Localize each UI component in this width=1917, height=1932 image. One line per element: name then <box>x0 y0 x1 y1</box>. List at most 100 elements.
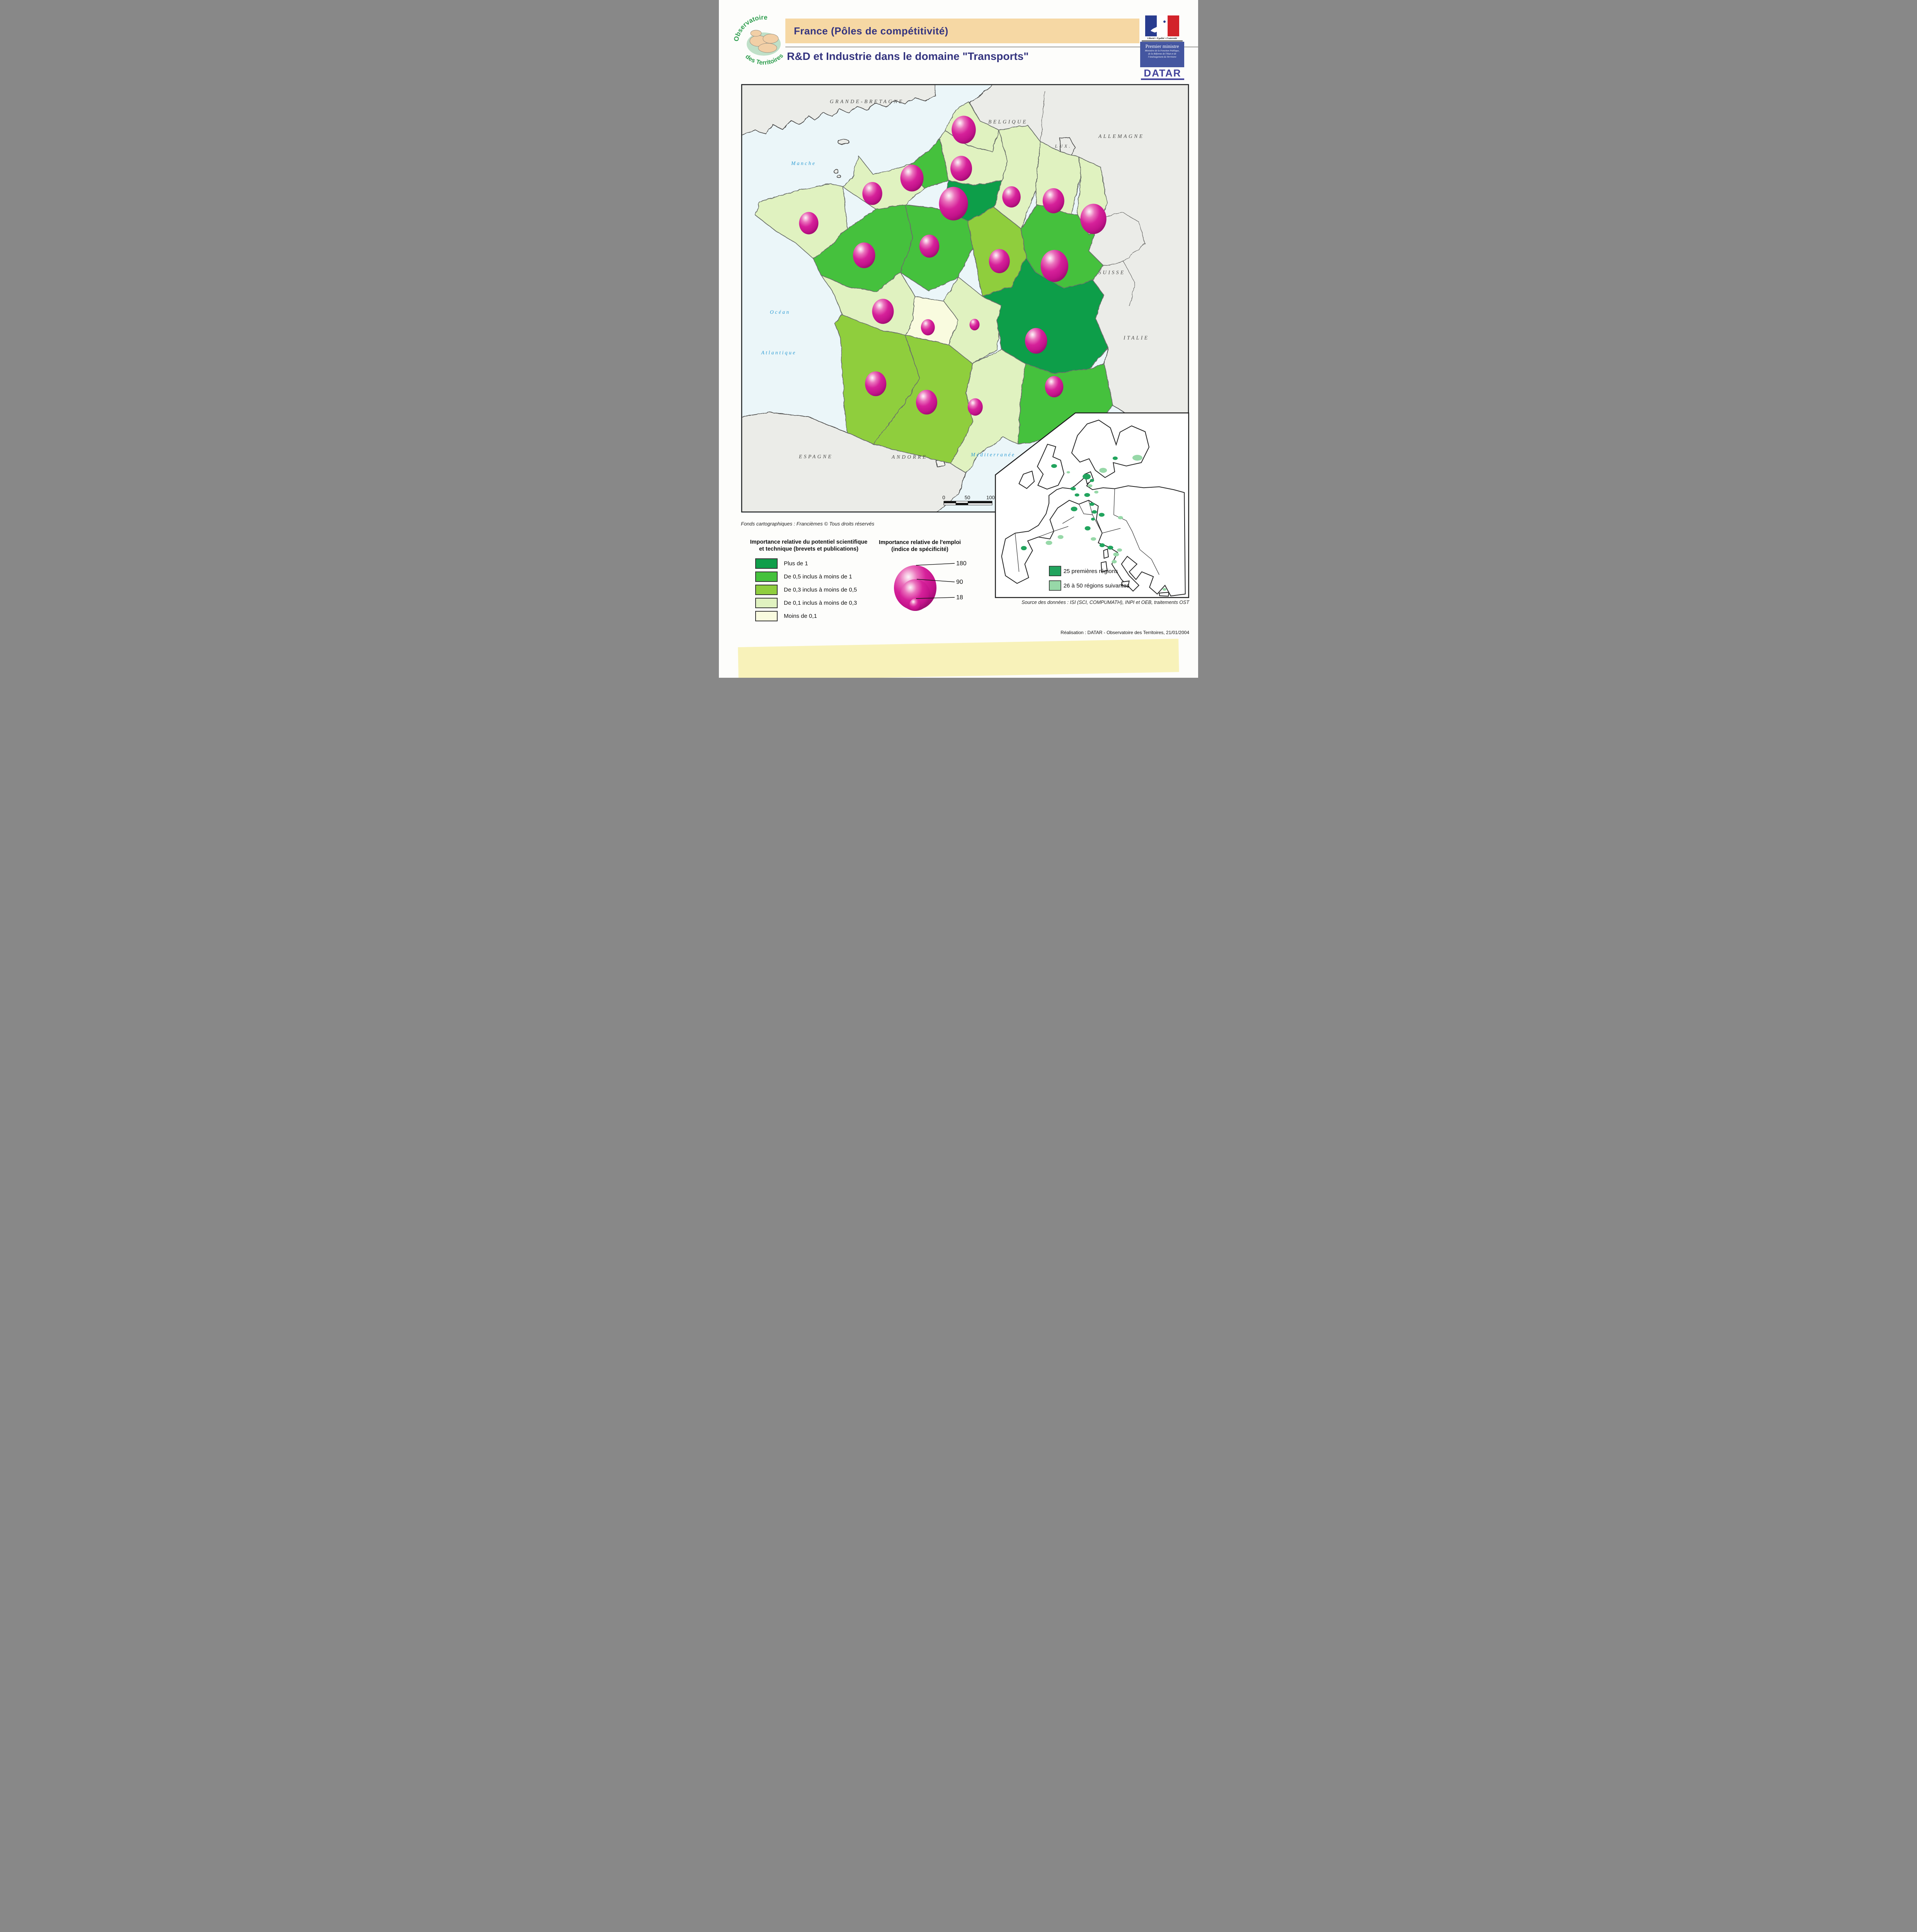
ministry-title: Premier ministre <box>1145 43 1179 49</box>
isle-of-wight <box>837 139 850 145</box>
legend-label: Plus de 1 <box>784 560 808 567</box>
choropleth-legend-title-2: et technique (brevets et publications) <box>759 546 858 553</box>
legend-row: De 0,3 inclus à moins de 0,5 <box>755 585 875 595</box>
banner: France (Pôles de compétitivité) <box>785 19 1139 43</box>
legend-label: Moins de 0,1 <box>784 613 817 620</box>
inset-legend-swatch-top25 <box>1049 566 1061 577</box>
europe-sardinia <box>1101 561 1108 573</box>
label-manche: Manche <box>791 160 816 166</box>
map-labels: GRANDE-BRETAGNE BELGIQUE ALLEMAGNE LUX. … <box>761 99 1149 460</box>
map-credit: Fonds cartographiques : Francièmes © Tou… <box>741 521 875 527</box>
france-map-svg: GRANDE-BRETAGNE BELGIQUE ALLEMAGNE LUX. … <box>741 84 1189 513</box>
employment-circles-layer <box>799 116 1107 416</box>
banner-title: France (Pôles de compétitivité) <box>794 25 948 37</box>
legend-label: De 0,5 inclus à moins de 1 <box>784 573 852 580</box>
ministry-box: Premier ministre Ministère de la Fonctio… <box>1140 42 1184 67</box>
ministry-line2: de la Réforme de l'Etat et de <box>1148 53 1176 55</box>
legend-circle-18 <box>909 599 921 611</box>
employment-circle-haute-normandie <box>900 165 924 192</box>
inset-europe-map <box>1001 420 1186 597</box>
employment-circle-champagne-ardenne <box>1002 186 1021 207</box>
inset-legend: 25 premières régions 26 à 50 régions sui… <box>1049 566 1130 591</box>
ministry-line3: l'Aménagement du Territoire <box>1148 56 1176 58</box>
employment-circle-provence-alpes-cote-d-azur <box>1045 376 1064 398</box>
employment-circle-centre <box>919 235 940 258</box>
legend-swatch-moins-01 <box>755 611 778 622</box>
label-allemagne: ALLEMAGNE <box>1098 133 1144 139</box>
europe-next25-regions <box>1045 455 1166 591</box>
employment-circle-limousin <box>921 319 935 335</box>
legend-value-90: 90 <box>956 579 963 585</box>
europe-gb <box>1037 444 1064 490</box>
employment-circle-rhone-alpes <box>1025 328 1047 354</box>
europe-top25-regions <box>1021 456 1118 551</box>
legend-swatch-01-03 <box>755 598 778 609</box>
employment-circle-auvergne <box>969 319 980 330</box>
label-italie: ITALIE <box>1123 335 1149 340</box>
map-frame <box>741 84 1189 513</box>
legend-label: De 0,3 inclus à moins de 0,5 <box>784 587 857 594</box>
channel-island-1 <box>833 169 839 173</box>
circle-size-legend: Importance relative de l'emploi (indice … <box>879 539 967 611</box>
label-grande-bretagne: GRANDE-BRETAGNE <box>830 99 904 104</box>
main-map: GRANDE-BRETAGNE BELGIQUE ALLEMAGNE LUX. … <box>741 84 1189 513</box>
europe-crete <box>1159 592 1170 597</box>
header-rule <box>785 46 1198 48</box>
label-andorre: ANDORRE <box>891 454 928 460</box>
employment-circle-ile-de-france <box>939 187 968 221</box>
choropleth-legend-title-1: Importance relative du potentiel scienti… <box>750 539 868 545</box>
europe-ireland <box>1018 470 1035 489</box>
foreign-borders <box>1040 91 1145 306</box>
legend-row: De 0,1 inclus à moins de 0,3 <box>755 598 875 609</box>
label-mediterranee: Méditerranée <box>970 452 1015 457</box>
employment-circle-poitou-charentes <box>872 299 894 324</box>
employment-circle-basse-normandie <box>862 182 882 205</box>
footer-band <box>738 639 1179 678</box>
legend-swatch-05-1 <box>755 571 778 582</box>
datar-name: DATAR <box>1144 67 1182 79</box>
observatoire-logo: Observatoire des Territoires <box>734 14 785 66</box>
label-espagne: ESPAGNE <box>798 454 833 459</box>
employment-circle-alsace <box>1080 204 1107 234</box>
scale-50: 50 <box>965 495 970 500</box>
legend-swatch-03-05 <box>755 585 778 595</box>
logo-europe-art <box>747 30 781 56</box>
europe-corsica <box>1103 548 1109 559</box>
great-britain-land <box>742 85 936 136</box>
choropleth-legend: Importance relative du potentiel scienti… <box>742 539 875 622</box>
region-languedoc-roussillon <box>950 349 1027 474</box>
page: Observatoire des Territoires France (Pôl… <box>719 0 1198 678</box>
employment-circle-aquitaine <box>865 371 887 396</box>
employment-circle-picardie <box>950 156 972 181</box>
employment-circle-franche-comte <box>1040 250 1068 282</box>
republique-motto: Liberté • Égalité • Fraternité <box>1142 37 1183 41</box>
foreign-landmasses <box>742 85 1188 512</box>
inset-legend-label-next25: 26 à 50 régions suivantes <box>1064 582 1130 589</box>
employment-circle-pays-de-la-loire <box>853 242 875 268</box>
republique-flag-icon <box>1145 15 1179 36</box>
legend-swatch-plus-de-1 <box>755 558 778 569</box>
label-belgique: BELGIQUE <box>988 119 1028 125</box>
circle-legend-title-2: (indice de spécificité) <box>891 546 948 553</box>
employment-circle-bretagne <box>799 212 819 235</box>
employment-circle-lorraine <box>1042 188 1064 213</box>
legend-row: Plus de 1 <box>755 558 875 569</box>
datar-underline <box>1141 78 1184 80</box>
europe-sicily <box>1121 580 1130 587</box>
europe-inset: 25 premières régions 26 à 50 régions sui… <box>995 412 1189 598</box>
legend-value-180: 180 <box>956 560 967 567</box>
channel-island-2 <box>836 175 841 179</box>
europe-continent <box>1001 474 1186 597</box>
label-ocean: Océan <box>770 309 790 315</box>
ministry-line1: Ministère de la Fonction Publique, <box>1145 49 1180 52</box>
employment-circle-nord-pas-de-calais <box>952 116 976 144</box>
region-rhone-alpes <box>982 257 1108 374</box>
legend-value-18: 18 <box>956 594 963 601</box>
inset-legend-swatch-next25 <box>1049 580 1061 591</box>
legend-row: De 0,5 inclus à moins de 1 <box>755 571 875 582</box>
label-atlantique: Atlantique <box>761 350 797 355</box>
scale-bar-checker <box>943 501 993 505</box>
page-title: R&D et Industrie dans le domaine "Transp… <box>787 50 1029 62</box>
scale-0: 0 <box>942 495 945 500</box>
datar-logo: DATAR <box>1141 67 1184 80</box>
